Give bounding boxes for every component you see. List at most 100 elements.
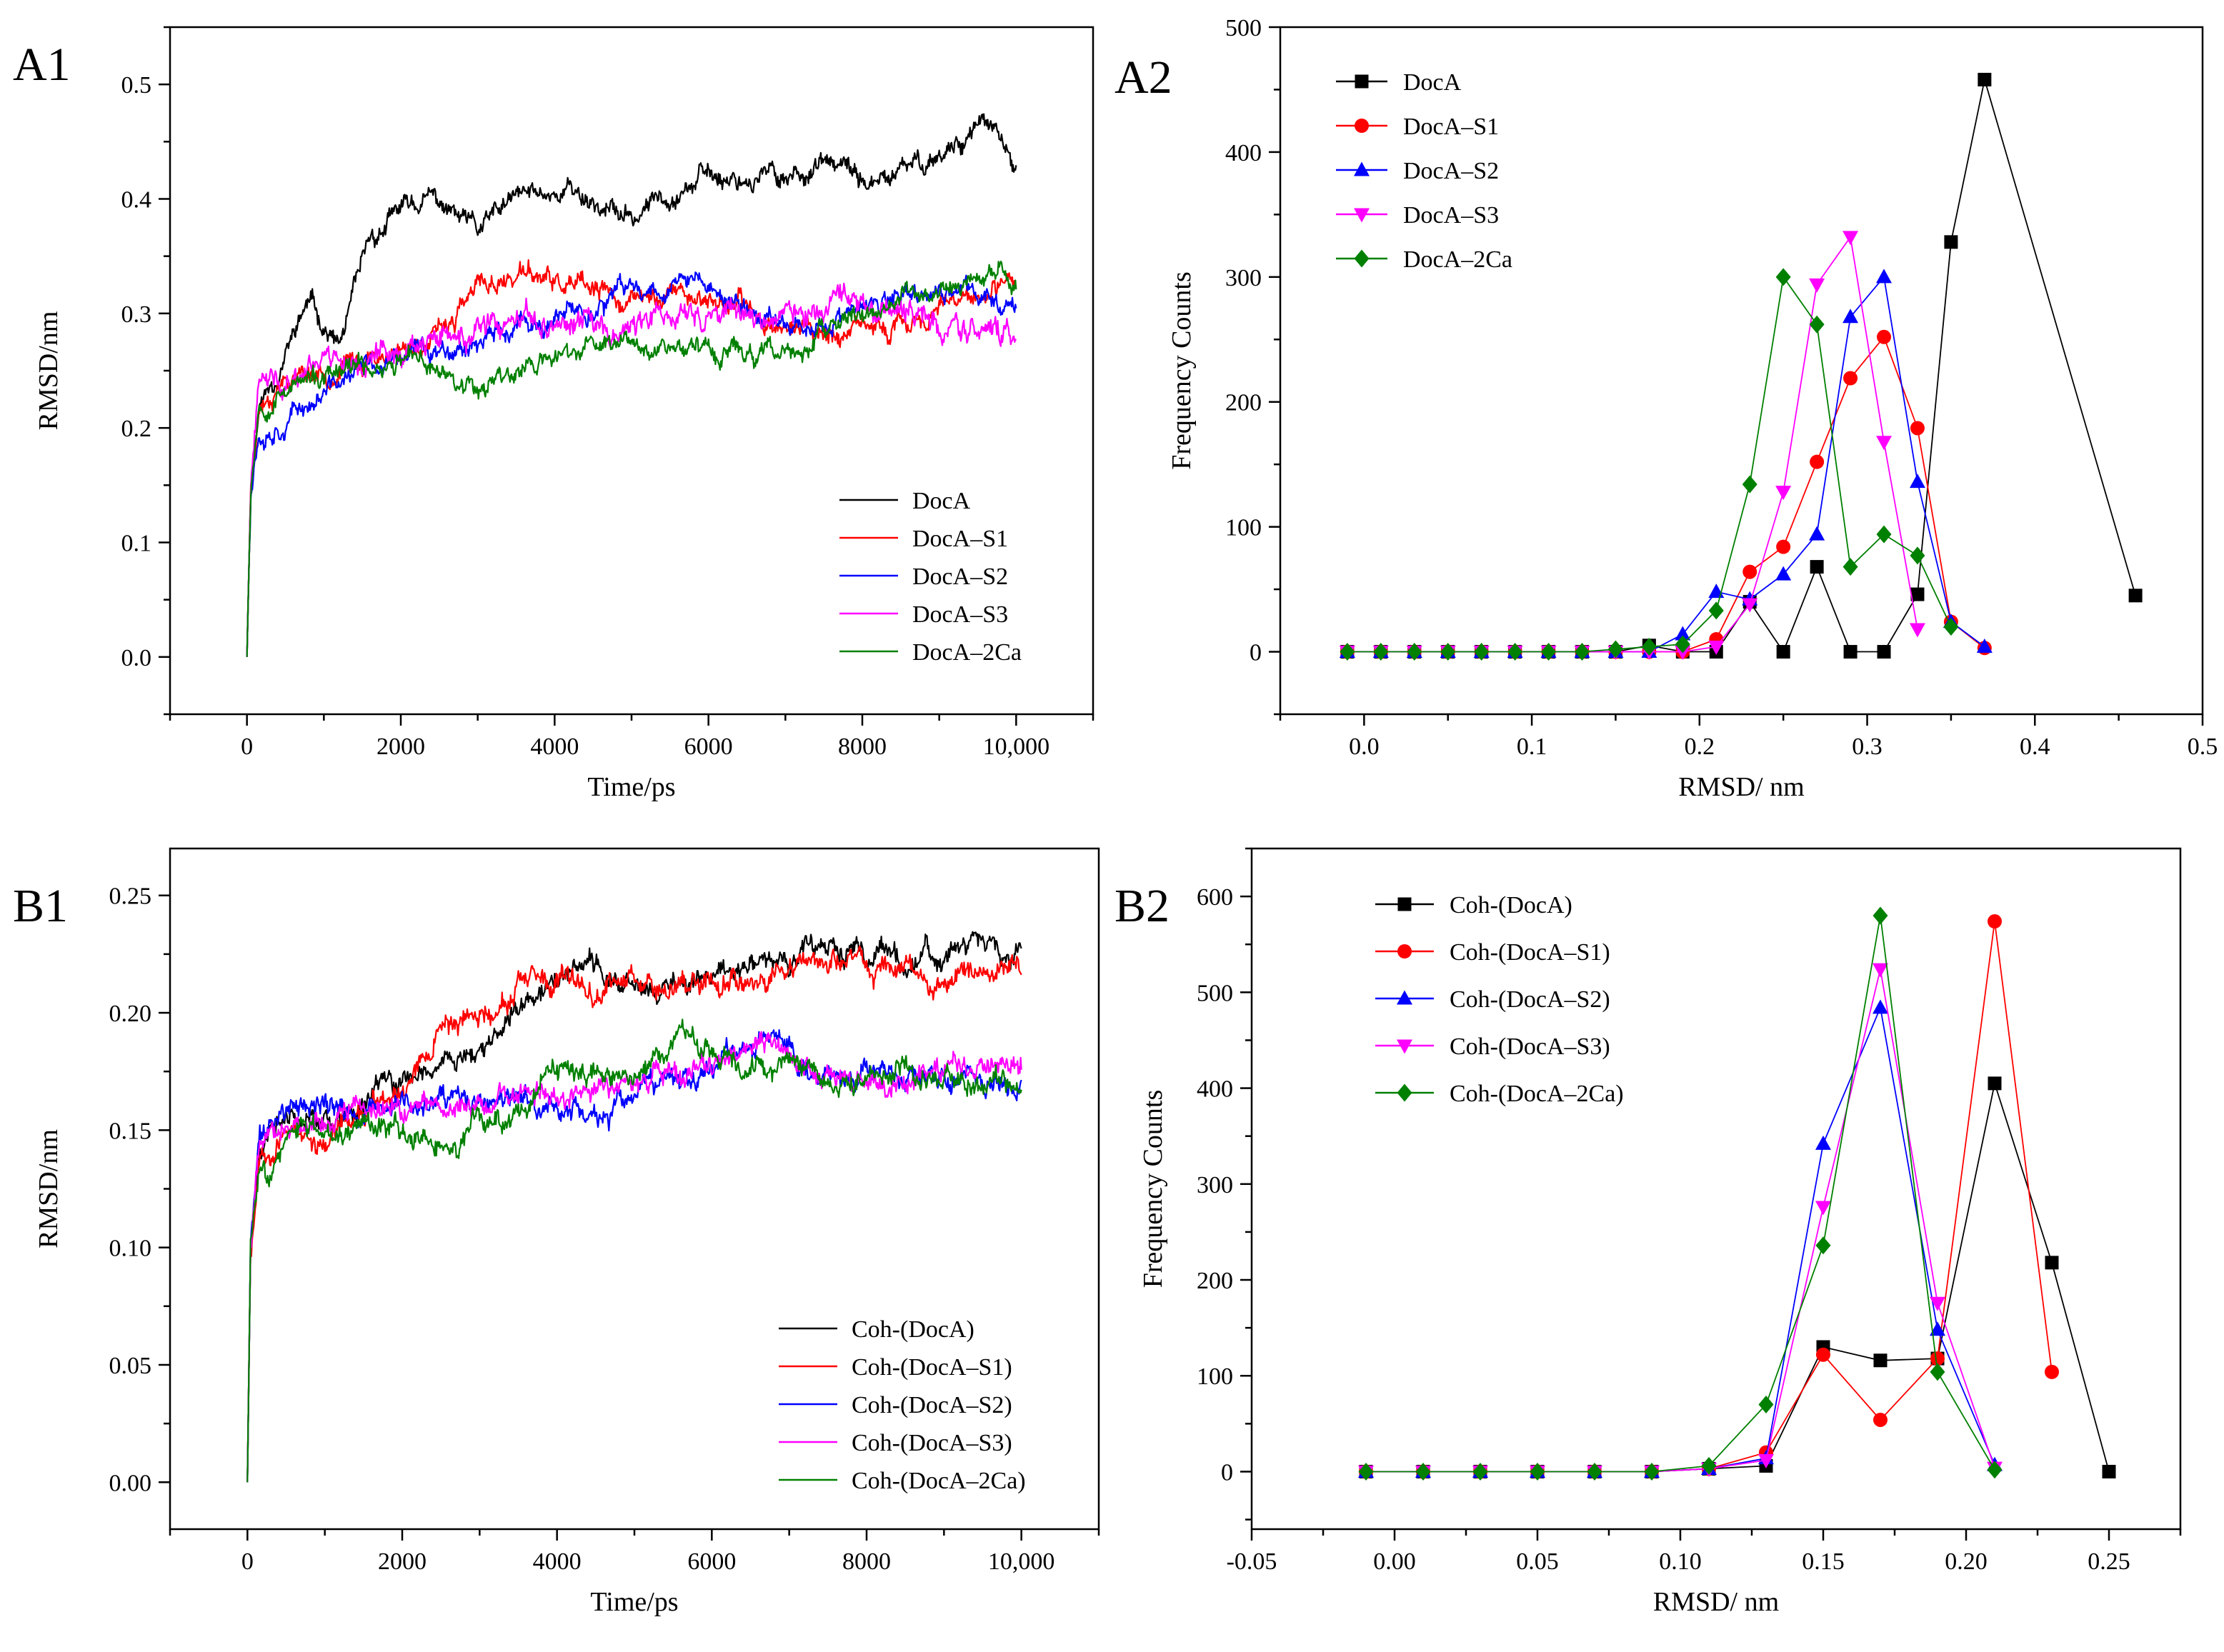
y-tick-label: 0.1 [121,531,152,557]
data-point [1809,526,1825,541]
data-point [1976,639,1993,654]
y-tick-label: 0.00 [109,1470,152,1496]
series-line [246,931,1022,1483]
x-axis-title: RMSD/ nm [1678,772,1804,802]
data-point [1758,1453,1774,1468]
legend-label: DocA–2Ca [912,639,1022,666]
data-point [1988,914,2002,929]
legend: DocA DocA–S1 DocA–S2 DocA–S3 DocA–2Ca [1336,69,1512,273]
x-tick-label: 0 [241,1548,254,1575]
x-axis-title: RMSD/ nm [1653,1587,1779,1617]
x-tick-label: 0.05 [1516,1548,1559,1575]
series-1 [246,113,1017,657]
series-line [246,261,1017,657]
x-tick-label: 0.1 [1517,734,1547,760]
legend-label: Coh-(DocA) [1450,892,1572,918]
data-point [1987,1461,2003,1479]
legend-marker [1354,161,1370,176]
series-3 [1339,269,1993,659]
series-5 [246,1018,1022,1483]
y-tick-label: 300 [1197,1172,1233,1198]
data-point [1507,643,1523,661]
x-tick-label: 0.4 [2020,734,2050,760]
panel-b1: B1 0 2000 4000 6000 8000 10,000 0.00 0.05 0.10 0.1… [13,847,1100,1617]
data-point [1873,999,1888,1014]
y-tick-label: 0.10 [109,1236,152,1262]
legend-marker [1355,74,1369,89]
legend-label: Coh-(DocA–S2) [1450,986,1610,1013]
data-point [1440,643,1456,661]
plot-frame [1250,847,2182,1531]
x-tick-label: 4000 [530,734,579,760]
data-point [1930,1296,1945,1311]
legend: Coh-(DocA) Coh-(DocA–S1) Coh-(DocA–S2) Coh-… [779,1316,1026,1494]
y-tick-label: 200 [1197,1268,1233,1294]
x-tick-label: 0.20 [1945,1548,1988,1575]
data-point [1644,1462,1660,1481]
plot-frame [1279,26,2204,716]
x-tick-label: 0.15 [1802,1548,1845,1575]
data-point [1775,486,1792,501]
x-tick-label: 0.00 [1373,1548,1416,1575]
data-point [1607,640,1623,659]
panel-a1: A1 0 2000 4000 6000 8000 10,000 0.0 0.1 0.2 0.3 0.4… [13,26,1094,802]
data-point [1815,1201,1831,1216]
y-tick-label: 0.15 [109,1118,152,1144]
x-tick-label: 4000 [533,1548,582,1575]
y-tick-label: 0.4 [121,187,152,214]
series-line [246,271,1017,657]
y-tick-label: 500 [1225,15,1262,41]
data-point [1877,329,1892,344]
legend-label: Coh-(DocA–S1) [852,1354,1012,1381]
x-tick-label: 0.0 [1349,734,1380,760]
data-point [1910,587,1925,601]
panel-label: A2 [1115,51,1172,104]
series-line [246,259,1017,657]
x-tick-label: 2000 [377,734,425,760]
legend-label: Coh-(DocA–S2) [852,1392,1012,1418]
data-point [1876,436,1893,451]
data-point [1910,546,1925,565]
data-point [2045,1256,2059,1270]
series-line [1347,336,1985,653]
y-tick-label: 0.20 [109,1001,152,1027]
data-point [1810,560,1824,574]
series-4 [246,1031,1022,1483]
data-point [1742,475,1757,494]
series-line [246,1018,1022,1483]
x-tick-label: 10,000 [988,1548,1055,1575]
x-tick-label: 2000 [378,1548,427,1575]
legend-label: DocA [912,488,971,514]
y-tick-label: 400 [1197,1076,1233,1103]
y-tick-label: 0.05 [109,1353,152,1379]
data-point [1742,564,1757,579]
y-axis-title: RMSD/nm [34,311,64,431]
data-point [1842,309,1859,324]
y-tick-label: 0.5 [121,72,152,99]
y-tick-label: 500 [1197,980,1233,1006]
legend-label: Coh-(DocA–2Ca) [1450,1081,1624,1107]
data-point [1873,963,1888,978]
data-point [1675,626,1691,641]
data-point [1641,638,1657,656]
legend-label: Coh-(DocA–S3) [852,1430,1012,1456]
data-point [1776,539,1791,554]
data-point [1843,371,1858,386]
legend: Coh-(DocA) Coh-(DocA–S1) Coh-(DocA–S2) Coh-… [1375,892,1624,1107]
data-point [1541,643,1557,661]
data-point [1873,906,1888,925]
data-point [2045,1364,2059,1379]
data-point [1809,315,1825,334]
series-1 [1359,1076,2116,1478]
x-tick-label: 6000 [684,734,733,760]
legend-label: Coh-(DocA–2Ca) [852,1468,1026,1494]
y-tick-label: 600 [1197,884,1233,911]
y-tick-label: 0 [1221,1459,1233,1486]
data-point [1930,1321,1945,1336]
y-tick-label: 0.3 [121,301,152,328]
series-3 [1358,999,2003,1478]
legend-marker [1355,119,1369,133]
data-point [1876,525,1892,544]
y-tick-label: 100 [1225,515,1262,541]
